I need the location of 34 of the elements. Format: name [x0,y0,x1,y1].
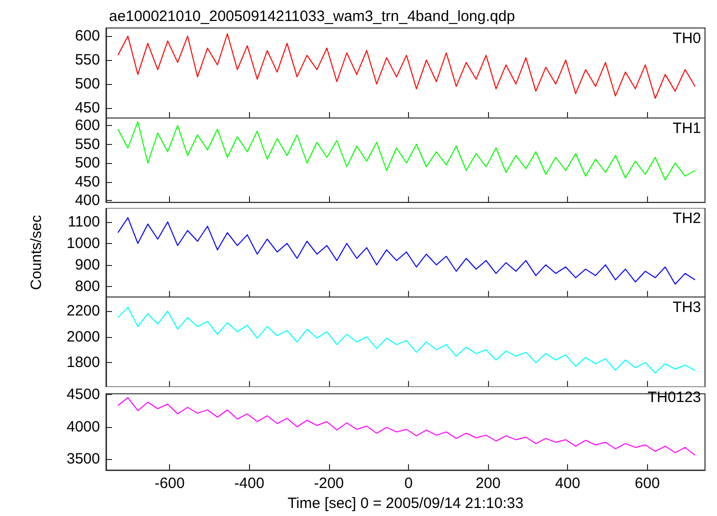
x-tick-label: 0 [404,475,413,492]
y-tick-label: 900 [74,256,100,274]
y-tick-label: 550 [74,136,100,153]
y-tick-label: 1000 [66,234,100,252]
y-tick-label: 800 [74,278,100,295]
y-tick-label: 3500 [66,450,100,468]
text: TH0123 [648,389,702,406]
y-tick-label: 500 [74,76,100,93]
y-tick-label: 4500 [66,386,100,403]
x-tick-label: 600 [634,475,660,492]
y-tick-label: 550 [74,52,100,69]
x-tick-label: 200 [476,475,501,492]
y-axis-title: Counts/sec [28,214,45,290]
text: TH3 [672,299,702,316]
series-label: TH0 [672,30,702,47]
y-tick-label: 450 [74,173,100,190]
x-tick-label: -600 [154,475,185,492]
text: TH2 [672,210,702,227]
x-axis-title: Time [sec] 0 = 2005/09/14 21:10:33 [288,495,524,512]
y-tick-label: 1800 [66,354,100,372]
y-tick-label: 600 [74,28,100,45]
y-tick-label: 400 [74,192,100,209]
x-tick-label: -200 [314,475,344,492]
series-label: TH1 [672,120,702,137]
y-tick-label: 4000 [66,418,100,436]
y-tick-label: 2200 [66,302,100,320]
y-tick-label: 1100 [68,213,100,230]
x-tick-label: -400 [234,475,264,492]
y-tick-label: 600 [74,117,100,134]
x-tick-label: 400 [555,475,580,492]
chart-title: ae100021010_20050914211033_wam3_trn_4band_long.qdp [109,8,515,25]
y-tick-label: 2000 [66,328,100,346]
y-tick-label: 500 [74,154,100,172]
y-tick-label: 450 [74,99,100,116]
